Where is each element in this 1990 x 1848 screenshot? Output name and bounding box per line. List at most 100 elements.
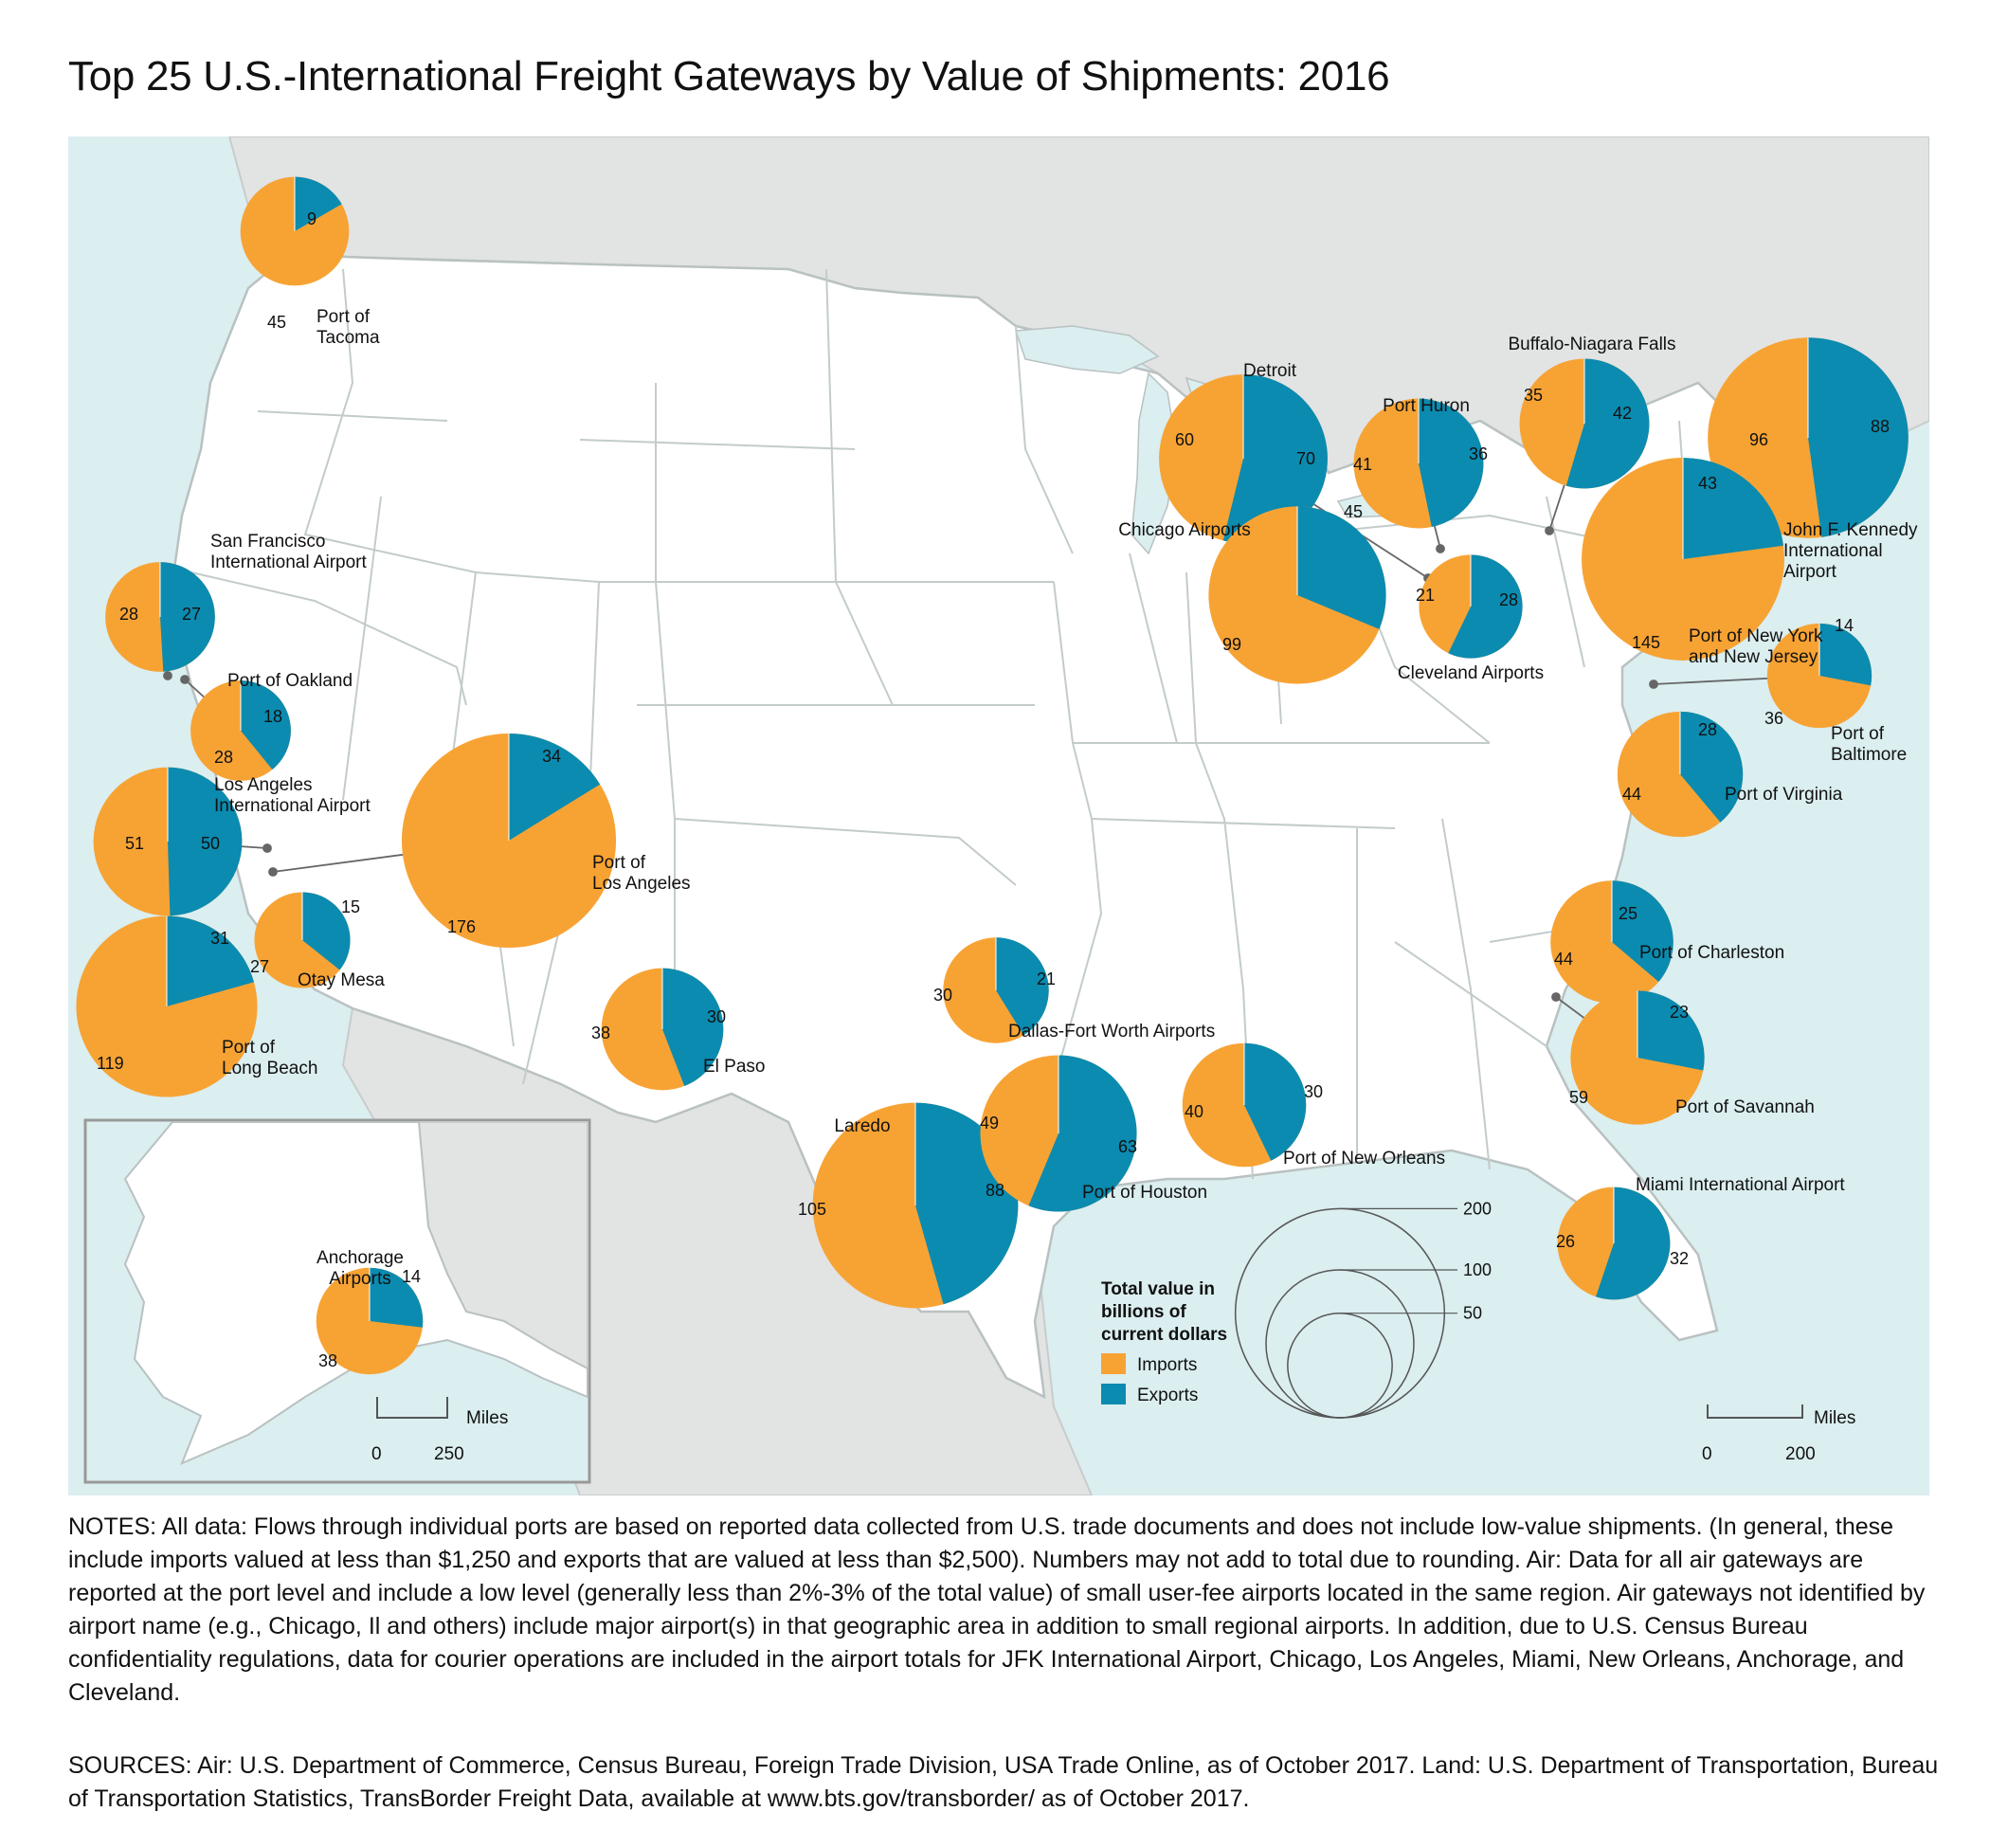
port-of-new-orleans-imports-value: 40 xyxy=(1185,1102,1203,1121)
chicago-airports-pie xyxy=(1208,506,1386,684)
port-of-los-angeles-location-dot xyxy=(268,867,278,877)
port-of-oakland-exports-value: 18 xyxy=(263,707,282,726)
san-francisco-international-airport-imports-value: 28 xyxy=(119,605,138,624)
port-of-charleston-exports-slice xyxy=(1612,880,1673,983)
el-paso-exports-value: 30 xyxy=(707,1007,726,1026)
cleveland-airports-name-label: Cleveland Airports xyxy=(1398,663,1544,683)
port-of-new-york-and-new-jersey-exports-slice xyxy=(1683,458,1783,559)
detroit-exports-slice xyxy=(1222,374,1328,543)
chicago-airports-exports-value: 45 xyxy=(1344,502,1363,521)
dallas-fort-worth-airports-imports-value: 30 xyxy=(933,986,952,1005)
detroit-imports-value: 60 xyxy=(1175,430,1194,449)
port-of-new-orleans-exports-slice xyxy=(1244,1042,1307,1161)
port-of-savannah-name-label: Port of Savannah xyxy=(1675,1097,1815,1117)
port-of-long-beach-pie xyxy=(76,915,258,1097)
chicago-airports-exports-slice xyxy=(1297,506,1386,629)
port-of-tacoma-name-label: Port of Tacoma xyxy=(317,307,380,348)
port-of-long-beach-name-label: Port of Long Beach xyxy=(222,1038,317,1078)
jfk-international-airport-imports-value: 96 xyxy=(1749,430,1768,449)
legend: Total value in billions of current dolla… xyxy=(1101,1199,1492,1419)
legend-title-line-2: billions of xyxy=(1101,1302,1186,1322)
port-of-new-orleans-exports-value: 30 xyxy=(1304,1082,1323,1101)
port-huron-location-dot xyxy=(1436,544,1445,553)
legend-exports-swatch xyxy=(1101,1384,1126,1404)
port-of-tacoma-exports-slice xyxy=(295,176,342,231)
port-of-tacoma-pie xyxy=(240,176,350,286)
buffalo-niagara-falls-exports-slice xyxy=(1565,358,1650,489)
dallas-fort-worth-airports-name-label: Dallas-Fort Worth Airports xyxy=(1008,1022,1215,1042)
jfk-international-airport-pie xyxy=(1708,337,1909,538)
scale-bar-inset-distance: 250 xyxy=(434,1444,464,1464)
port-of-long-beach-exports-value: 31 xyxy=(210,929,229,948)
port-huron-exports-slice xyxy=(1419,398,1484,528)
laredo-imports-value: 105 xyxy=(798,1200,826,1219)
buffalo-niagara-falls-name-label: Buffalo-Niagara Falls xyxy=(1508,335,1675,354)
port-of-baltimore-exports-slice xyxy=(1819,623,1872,686)
los-angeles-international-airport-exports-slice xyxy=(168,767,243,916)
miami-international-airport-exports-slice xyxy=(1596,1187,1671,1300)
otay-mesa-exports-slice xyxy=(302,892,351,970)
san-francisco-international-airport-pie xyxy=(105,562,215,672)
scale-bar-main-unit: Miles xyxy=(1814,1408,1855,1428)
legend-imports-label: Imports xyxy=(1137,1355,1197,1375)
el-paso-pie xyxy=(601,968,724,1091)
laredo-exports-value: 88 xyxy=(986,1181,1004,1200)
otay-mesa-exports-value: 15 xyxy=(341,897,360,916)
anchorage-airports-name-label: Anchorage Airports xyxy=(317,1248,404,1289)
port-of-savannah-exports-value: 23 xyxy=(1670,1003,1689,1022)
detroit-name-label: Detroit xyxy=(1243,361,1297,381)
port-huron-pie xyxy=(1353,398,1484,529)
port-of-savannah-location-dot xyxy=(1551,992,1561,1002)
port-of-baltimore-name-label: Port of Baltimore xyxy=(1831,724,1907,765)
port-of-oakland-location-dot xyxy=(180,675,190,684)
laredo-name-label: Laredo xyxy=(834,1116,890,1136)
legend-size-circles: 200 100 50 xyxy=(1234,1199,1492,1419)
port-of-charleston-imports-value: 44 xyxy=(1554,950,1573,969)
port-of-savannah-pie xyxy=(1570,990,1705,1125)
port-of-baltimore-pie xyxy=(1766,623,1872,729)
san-francisco-international-airport-exports-value: 27 xyxy=(182,605,201,624)
jfk-international-airport-exports-value: 88 xyxy=(1871,417,1890,436)
los-angeles-international-airport-location-dot xyxy=(262,843,272,853)
port-of-los-angeles-exports-slice xyxy=(509,733,601,841)
port-of-oakland-pie xyxy=(190,680,291,781)
port-of-los-angeles-exports-value: 34 xyxy=(542,747,561,766)
scale-bar-inset xyxy=(376,1397,448,1419)
scale-bar-main-distance: 200 xyxy=(1785,1444,1816,1464)
port-huron-name-label: Port Huron xyxy=(1383,396,1470,416)
port-of-new-york-and-new-jersey-name-label: Port of New York and New Jersey xyxy=(1689,626,1823,667)
port-of-charleston-pie xyxy=(1550,880,1673,1004)
buffalo-niagara-falls-imports-value: 35 xyxy=(1524,386,1543,405)
el-paso-imports-value: 38 xyxy=(591,1024,610,1042)
port-of-new-york-and-new-jersey-imports-value: 145 xyxy=(1632,633,1660,652)
anchorage-airports-exports-slice xyxy=(370,1267,424,1328)
port-of-oakland-exports-slice xyxy=(241,680,291,770)
dallas-fort-worth-airports-exports-value: 21 xyxy=(1037,969,1056,988)
notes-text: NOTES: All data: Flows through individua… xyxy=(68,1513,1926,1706)
san-francisco-international-airport-exports-slice xyxy=(160,562,215,672)
legend-size-label-100: 100 xyxy=(1463,1260,1492,1279)
detroit-exports-value: 70 xyxy=(1296,449,1315,468)
scale-bar-inset-unit: Miles xyxy=(466,1408,508,1428)
port-of-savannah-imports-value: 59 xyxy=(1569,1088,1588,1107)
port-of-new-york-and-new-jersey-pie xyxy=(1582,458,1784,661)
legend-exports-label: Exports xyxy=(1137,1386,1198,1405)
los-angeles-international-airport-exports-value: 50 xyxy=(201,834,220,853)
los-angeles-international-airport-name-label: Los Angeles International Airport xyxy=(214,775,371,816)
port-of-long-beach-imports-value: 119 xyxy=(97,1054,124,1073)
sources-text: SOURCES: Air: U.S. Department of Commerc… xyxy=(68,1752,1939,1812)
los-angeles-international-airport-imports-value: 51 xyxy=(125,834,144,853)
lake-michigan xyxy=(1131,371,1178,555)
san-francisco-international-airport-location-dot xyxy=(163,671,172,680)
jfk-international-airport-name-label: John F. Kennedy International Airport xyxy=(1783,520,1918,582)
legend-size-label-200: 200 xyxy=(1463,1199,1492,1218)
legend-title-line-3: current dollars xyxy=(1101,1325,1227,1345)
legend-imports-swatch xyxy=(1101,1353,1126,1374)
port-huron-exports-value: 36 xyxy=(1469,444,1488,463)
port-of-virginia-name-label: Port of Virginia xyxy=(1725,785,1843,805)
port-of-new-york-and-new-jersey-exports-value: 43 xyxy=(1698,474,1717,493)
cleveland-airports-imports-value: 21 xyxy=(1416,586,1435,605)
cleveland-airports-exports-value: 28 xyxy=(1499,590,1518,609)
port-of-baltimore-exports-value: 14 xyxy=(1835,616,1854,635)
scale-bar-main-zero: 0 xyxy=(1702,1444,1712,1464)
